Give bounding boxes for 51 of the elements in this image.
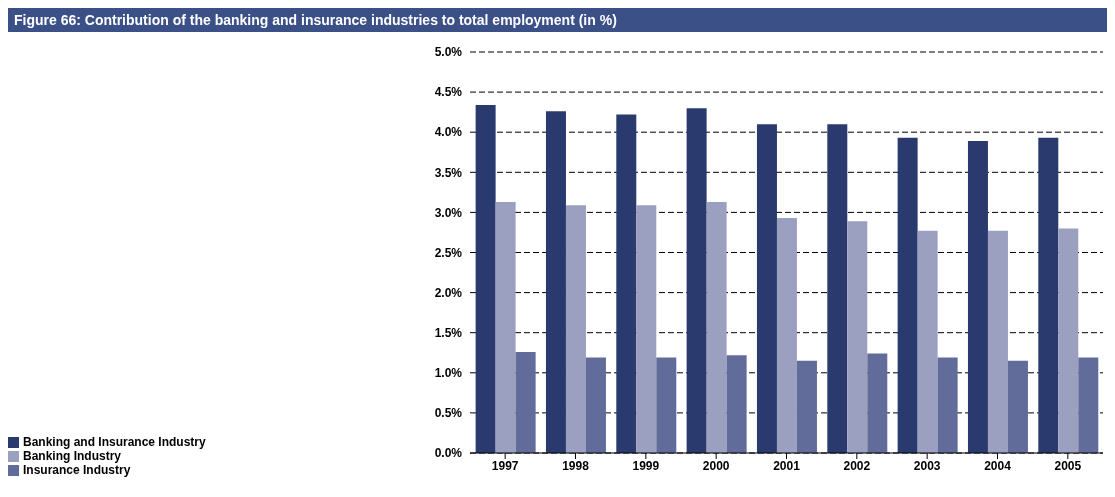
x-tick-label: 1998 xyxy=(562,458,590,473)
bar xyxy=(827,124,848,453)
x-tick-label: 2005 xyxy=(1054,458,1082,473)
x-tick-label: 2001 xyxy=(773,458,801,473)
x-tick-label: 2003 xyxy=(913,458,941,473)
y-tick-label: 4.0% xyxy=(434,125,463,140)
x-tick-label: 2002 xyxy=(843,458,871,473)
y-tick-label: 3.5% xyxy=(434,165,463,180)
x-tick-label: 2004 xyxy=(984,458,1012,473)
legend-label: Banking and Insurance Industry xyxy=(23,435,206,449)
bar xyxy=(756,124,777,453)
bar xyxy=(1007,360,1028,453)
y-tick-label: 2.0% xyxy=(434,285,463,300)
y-tick-label: 1.5% xyxy=(434,325,463,340)
bar xyxy=(686,108,707,453)
x-tick-label: 1997 xyxy=(491,458,519,473)
y-tick-label: 0.5% xyxy=(434,406,463,421)
bar xyxy=(495,201,516,453)
bar xyxy=(776,218,797,453)
bar xyxy=(967,141,988,453)
legend-label: Insurance Industry xyxy=(23,463,131,477)
bar xyxy=(917,230,938,453)
y-tick-label: 4.5% xyxy=(434,85,463,100)
bar xyxy=(565,205,586,453)
bar xyxy=(706,201,727,453)
bar xyxy=(1038,137,1059,453)
bar xyxy=(897,137,918,453)
bar xyxy=(726,355,747,453)
x-tick-label: 2000 xyxy=(702,458,730,473)
bar xyxy=(475,104,496,453)
y-tick-label: 1.0% xyxy=(434,366,463,381)
bar xyxy=(987,230,1008,453)
y-tick-label: 5.0% xyxy=(434,45,463,60)
bar xyxy=(796,360,817,453)
bar xyxy=(515,351,536,453)
legend-label: Banking Industry xyxy=(23,449,122,463)
text: Figure 66: Contribution of the banking and insurance industries to total employment (in %) xyxy=(8,8,1107,32)
y-tick-label: 2.5% xyxy=(434,245,463,260)
bar xyxy=(847,221,868,453)
bar xyxy=(937,357,958,453)
bar xyxy=(867,353,888,453)
y-tick-label: 0.0% xyxy=(434,446,463,461)
y-tick-label: 3.0% xyxy=(434,205,463,220)
bar xyxy=(636,205,657,453)
bar xyxy=(545,111,566,453)
bar xyxy=(585,357,606,453)
bar xyxy=(616,114,637,453)
bar xyxy=(1058,228,1079,453)
bar xyxy=(1078,357,1099,453)
bar xyxy=(656,357,677,453)
x-tick-label: 1999 xyxy=(632,458,660,473)
